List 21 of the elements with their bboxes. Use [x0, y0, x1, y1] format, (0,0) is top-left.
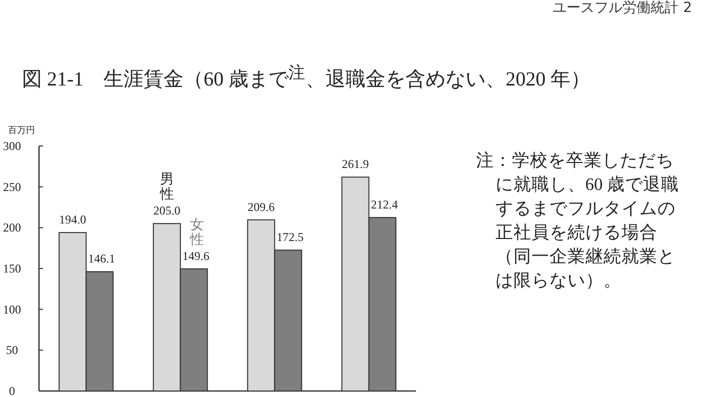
text: 注：学校を卒業しただちに就職し、60 歳で退職するまでフルタイムの正社員を続ける場合（同一企業継続就業とは限らない）。	[476, 149, 680, 292]
y-tick-label: 250	[3, 180, 21, 194]
y-tick-label: 300	[3, 139, 21, 153]
series-label: 女性	[188, 216, 204, 248]
data-label: 261.9	[342, 157, 369, 172]
data-label: 146.1	[88, 252, 116, 266]
y-tick-label: 50	[6, 343, 18, 358]
data-label: 212.4	[370, 198, 398, 212]
y-axis-title: 百万円	[8, 125, 35, 135]
text: ユースフル労働統計 2	[552, 0, 692, 16]
y-tick-label: 150	[3, 262, 21, 276]
y-tick-label: 200	[3, 220, 21, 235]
chart-title: 図 21-1 生涯賃金（60 歳まで$^{注}$、退職金を含めない、2020 年）	[22, 62, 591, 93]
data-label: 205.0	[153, 204, 180, 218]
y-tick-label: 0	[9, 384, 15, 397]
data-label: 194.0	[59, 212, 86, 227]
y-tick-label: 100	[3, 302, 21, 316]
series-label: 男性	[158, 172, 174, 203]
data-label: 149.6	[182, 248, 210, 263]
data-label: 209.6	[248, 200, 275, 214]
data-label: 172.5	[276, 230, 304, 244]
